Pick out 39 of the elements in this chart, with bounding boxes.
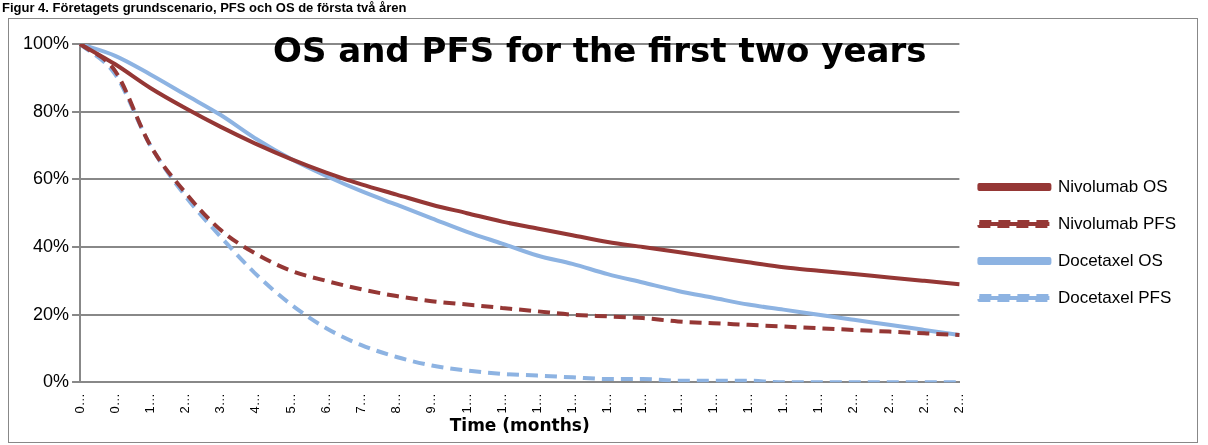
x-tick-label: 1…	[599, 393, 615, 414]
x-tick-label: 2…	[915, 393, 931, 414]
x-tick-label: 3…	[212, 393, 228, 414]
x-tick-label: 0…	[106, 393, 122, 414]
y-tick-label: 0%	[43, 371, 70, 392]
x-tick-label: 5…	[282, 393, 298, 414]
x-axis-title: Time (months)	[449, 415, 590, 436]
x-tick-label: 1…	[810, 393, 826, 414]
x-tick-label: 2…	[950, 393, 966, 414]
x-tick-label: 1…	[564, 393, 580, 414]
y-tick-label: 40%	[33, 235, 70, 256]
legend-label: Docetaxel OS	[1057, 250, 1163, 270]
x-tick-label: 2…	[845, 393, 861, 414]
x-tick-label: 6…	[317, 393, 333, 414]
x-tick-label: 2…	[880, 393, 896, 414]
x-tick-label: 9…	[423, 393, 439, 414]
chart-title: OS and PFS for the first two years	[272, 29, 927, 70]
x-tick-label: 7…	[353, 393, 369, 414]
x-tick-label: 1…	[739, 393, 755, 414]
text: Figur 4. Företagets grundscenario, PFS och OS de första två åren	[2, 0, 407, 15]
x-tick-label: 1…	[528, 393, 544, 414]
legend-label: Docetaxel PFS	[1057, 287, 1172, 307]
x-tick-label: 1…	[141, 393, 157, 414]
x-tick-label: 2…	[177, 393, 193, 414]
legend-label: Nivolumab OS	[1057, 176, 1168, 196]
x-tick-label: 8…	[388, 393, 404, 414]
y-tick-label: 80%	[33, 100, 70, 121]
legend-label: Nivolumab PFS	[1057, 213, 1177, 233]
x-tick-label: 1…	[669, 393, 685, 414]
x-tick-label: 1…	[775, 393, 791, 414]
x-tick-label: 1…	[493, 393, 509, 414]
x-tick-label: 1…	[704, 393, 720, 414]
y-tick-label: 100%	[22, 32, 70, 53]
x-tick-label: 1…	[634, 393, 650, 414]
x-tick-label: 1…	[458, 393, 474, 414]
x-tick-label: 4…	[247, 393, 263, 414]
x-tick-label: 0…	[71, 393, 87, 414]
y-tick-label: 60%	[33, 168, 70, 189]
y-tick-label: 20%	[33, 303, 70, 324]
